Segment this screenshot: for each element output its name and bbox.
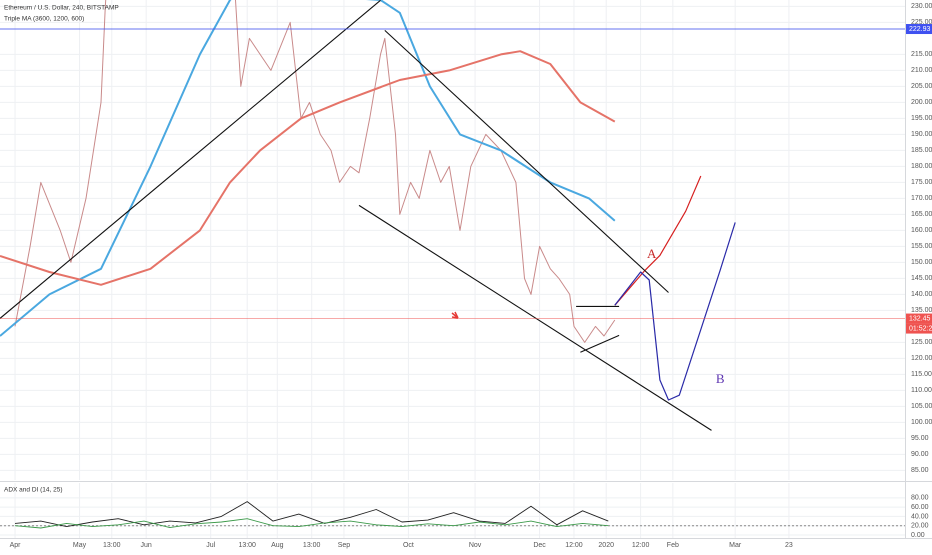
- x-tick-label: Dec: [533, 542, 546, 549]
- x-tick-label: 12:00: [632, 542, 650, 549]
- y-tick-label: 155.00: [911, 243, 932, 250]
- trendline: [580, 334, 620, 353]
- price-label: 222.93: [909, 26, 931, 33]
- x-tick-label: 23: [785, 542, 793, 549]
- y-tick-label: 90.00: [911, 451, 929, 458]
- x-tick-label: 13:00: [303, 542, 321, 549]
- y-tick-label: 115.00: [911, 371, 932, 378]
- y-tick-label: 145.00: [911, 275, 932, 282]
- y-tick-label: 135.00: [911, 307, 932, 314]
- y-tick-label: 180.00: [911, 163, 932, 170]
- annotation: B: [716, 371, 725, 386]
- y-tick-label: 195.00: [911, 115, 932, 122]
- y-tick-label: 210.00: [911, 67, 932, 74]
- chart-title: Ethereum / U.S. Dollar, 240, BITSTAMP: [4, 5, 119, 12]
- y-tick-label: 125.00: [911, 339, 932, 346]
- y-tick-label: 160.00: [911, 227, 932, 234]
- y-tick-label: 175.00: [911, 179, 932, 186]
- trendline: [358, 204, 712, 431]
- y-tick-label: 225.00: [911, 19, 932, 26]
- x-tick-label: Feb: [667, 542, 679, 549]
- y-tick-label: 110.00: [911, 387, 932, 394]
- main-pane: AB: [0, 0, 905, 480]
- x-tick-label: 13:00: [238, 542, 256, 549]
- x-tick-label: Jul: [206, 542, 215, 549]
- price-label-box: [906, 24, 932, 35]
- x-tick-label: 2020: [598, 542, 614, 549]
- y-tick-label: 190.00: [911, 131, 932, 138]
- y-tick-label: 165.00: [911, 211, 932, 218]
- annotation: A: [647, 246, 657, 261]
- x-tick-label: Jun: [141, 542, 152, 549]
- indicator-title: ADX and DI (14, 25): [4, 487, 63, 494]
- x-tick-label: Oct: [403, 542, 414, 549]
- series-line: [14, 0, 616, 343]
- series-line: [0, 0, 616, 337]
- price-label-box: [906, 313, 932, 324]
- y-tick-label: 185.00: [911, 147, 932, 154]
- y-tick-label: 170.00: [911, 195, 932, 202]
- y-tick-label: 60.00: [911, 504, 929, 511]
- countdown-box: [906, 323, 932, 334]
- y-tick-label: 85.00: [911, 467, 929, 474]
- x-tick-label: 13:00: [103, 542, 121, 549]
- x-tick-label: 12:00: [565, 542, 583, 549]
- chart-subtitle: Triple MA (3600, 1200, 600): [4, 16, 84, 23]
- series-line: [0, 50, 616, 286]
- trendline: [0, 0, 381, 319]
- countdown: 01:52:27: [909, 325, 932, 332]
- y-tick-label: 105.00: [911, 403, 932, 410]
- y-tick-label: 205.00: [911, 83, 932, 90]
- y-tick-label: 100.00: [911, 419, 932, 426]
- x-tick-label: Sep: [338, 542, 351, 549]
- indicator-line: [14, 518, 609, 529]
- y-tick-label: 95.00: [911, 435, 929, 442]
- series-line: [614, 175, 702, 306]
- indicator-line: [14, 501, 609, 528]
- x-tick-label: Mar: [729, 542, 742, 549]
- cursor-arrow: [451, 311, 459, 319]
- y-tick-label: 20.00: [911, 523, 929, 530]
- y-tick-label: 230.00: [911, 3, 932, 10]
- y-tick-label: 120.00: [911, 355, 932, 362]
- y-tick-label: 40.00: [911, 513, 929, 520]
- y-tick-label: 200.00: [911, 99, 932, 106]
- x-tick-label: Aug: [271, 542, 284, 549]
- y-tick-label: 80.00: [911, 495, 929, 502]
- x-tick-label: Nov: [469, 542, 482, 549]
- trendline: [384, 29, 669, 293]
- indicator-pane: [0, 483, 905, 538]
- x-tick-label: May: [73, 542, 87, 549]
- y-tick-label: 0.00: [911, 532, 925, 539]
- axes: Apr May 13:00 Jun Jul 13:00 Aug 13:00 Sep Oct Nov D…: [10, 3, 932, 549]
- x-tick-label: Apr: [10, 542, 22, 549]
- price-label: 132.45: [909, 315, 931, 322]
- y-tick-label: 215.00: [911, 51, 932, 58]
- y-tick-label: 150.00: [911, 259, 932, 266]
- y-tick-label: 140.00: [911, 291, 932, 298]
- series-line: [614, 222, 736, 401]
